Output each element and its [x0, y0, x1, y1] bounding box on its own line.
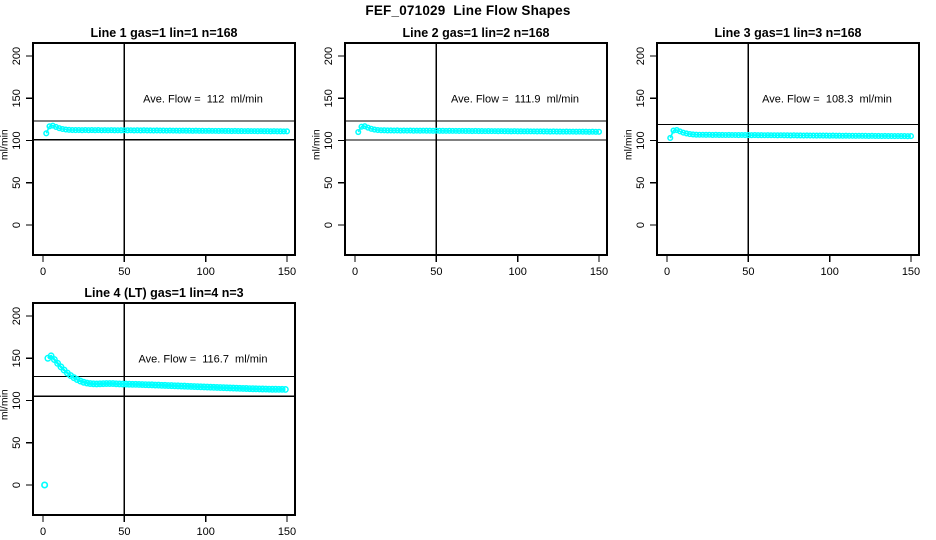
avg-flow-annotation: Ave. Flow = 112 ml/min [143, 93, 263, 105]
data-series [667, 126, 915, 142]
x-tick-label: 100 [820, 266, 838, 278]
x-tick-label: 0 [664, 266, 670, 278]
y-tick-label: 0 [11, 222, 23, 228]
x-tick-label: 150 [278, 526, 296, 538]
y-axis-label: ml/min [311, 129, 323, 160]
data-series [43, 122, 291, 137]
axis-ticks: 0 50 100 150 0 50 100 150 200 [11, 47, 296, 278]
x-tick-label: 50 [118, 526, 130, 538]
y-tick-label: 100 [323, 131, 335, 149]
axis-ticks: 0 50 100 150 0 50 100 150 200 [323, 47, 608, 278]
x-tick-label: 150 [278, 266, 296, 278]
x-tick-label: 50 [430, 266, 442, 278]
subplot-title: Line 2 gas=1 lin=2 n=168 [403, 26, 550, 40]
y-tick-label: 150 [11, 89, 23, 107]
x-tick-label: 0 [40, 266, 46, 278]
x-tick-label: 100 [508, 266, 526, 278]
y-axis-label: ml/min [0, 389, 11, 420]
ref-lines [657, 43, 919, 255]
y-axis-label: ml/min [0, 129, 11, 160]
y-tick-label: 50 [11, 437, 23, 449]
x-tick-label: 150 [590, 266, 608, 278]
x-tick-label: 0 [352, 266, 358, 278]
ref-lines [345, 43, 607, 255]
plot-box [344, 42, 608, 256]
avg-flow-annotation: Ave. Flow = 111.9 ml/min [451, 93, 579, 105]
x-tick-label: 100 [196, 266, 214, 278]
y-tick-label: 100 [635, 131, 647, 149]
subplot-title: Line 4 (LT) gas=1 lin=4 n=3 [84, 286, 243, 300]
y-tick-label: 200 [323, 47, 335, 65]
y-tick-label: 200 [11, 47, 23, 65]
x-tick-label: 50 [118, 266, 130, 278]
ref-lines [33, 303, 295, 515]
avg-flow-annotation: Ave. Flow = 108.3 ml/min [762, 93, 892, 105]
axis-ticks: 0 50 100 150 0 50 100 150 200 [11, 307, 296, 538]
y-tick-label: 0 [11, 482, 23, 488]
y-tick-label: 50 [323, 177, 335, 189]
y-tick-label: 50 [635, 177, 647, 189]
outlier-point [41, 481, 49, 489]
subplot-title: Line 3 gas=1 lin=3 n=168 [715, 26, 862, 40]
ref-lines [33, 43, 295, 255]
data-series [41, 352, 289, 489]
y-tick-label: 200 [11, 307, 23, 325]
figure-title: FEF_071029 Line Flow Shapes [365, 3, 571, 18]
y-axis-label: ml/min [623, 129, 635, 160]
subplot-line-4: Line 4 (LT) gas=1 lin=4 n=3 0 50 100 150 0 50 1… [0, 286, 296, 538]
y-tick-label: 150 [11, 349, 23, 367]
x-tick-label: 150 [902, 266, 920, 278]
y-tick-label: 100 [11, 391, 23, 409]
plot-box [32, 302, 296, 516]
y-tick-label: 200 [635, 47, 647, 65]
axis-ticks: 0 50 100 150 0 50 100 150 200 [635, 47, 920, 278]
x-tick-label: 0 [40, 526, 46, 538]
y-tick-label: 50 [11, 177, 23, 189]
x-tick-label: 100 [196, 526, 214, 538]
avg-flow-annotation: Ave. Flow = 116.7 ml/min [139, 353, 268, 365]
y-tick-label: 150 [635, 89, 647, 107]
data-series [355, 123, 603, 136]
plot-box [32, 42, 296, 256]
y-tick-label: 0 [323, 222, 335, 228]
y-tick-label: 150 [323, 89, 335, 107]
subplot-line-3: Line 3 gas=1 lin=3 n=168 0 50 100 150 0 50 100 1… [623, 26, 921, 278]
y-tick-label: 0 [635, 222, 647, 228]
subplot-title: Line 1 gas=1 lin=1 n=168 [91, 26, 238, 40]
y-tick-label: 100 [11, 131, 23, 149]
subplot-line-1: Line 1 gas=1 lin=1 n=168 0 50 100 150 0 50 100 1… [0, 26, 296, 278]
plot-box [656, 42, 920, 256]
subplot-line-2: Line 2 gas=1 lin=2 n=168 0 50 100 150 0 50 100 1… [311, 26, 609, 278]
x-tick-label: 50 [742, 266, 754, 278]
